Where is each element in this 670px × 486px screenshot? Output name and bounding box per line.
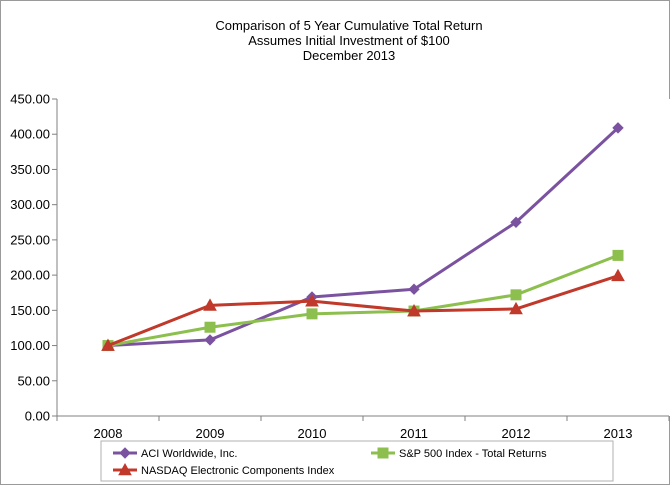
x-tick-label: 2010 (298, 426, 327, 441)
chart-title-line-1: Comparison of 5 Year Cumulative Total Re… (215, 18, 482, 33)
legend-label: ACI Worldwide, Inc. (141, 448, 237, 460)
data-point (204, 321, 216, 333)
x-tick-label: 2013 (604, 426, 633, 441)
y-tick-label: 0.00 (25, 409, 50, 424)
data-point (612, 249, 624, 261)
y-tick-label: 150.00 (10, 303, 50, 318)
data-point (510, 289, 522, 301)
x-tick-label: 2011 (400, 426, 428, 441)
legend: ACI Worldwide, Inc. S&P 500 Index - Total… (100, 440, 614, 482)
series-layer (101, 122, 625, 352)
legend-label: S&P 500 Index - Total Returns (399, 448, 547, 460)
legend-label: NASDAQ Electronic Components Index (141, 465, 335, 477)
data-point (203, 298, 217, 311)
data-point (612, 122, 624, 134)
y-tick-label: 300.00 (10, 197, 50, 212)
y-tick-label: 350.00 (10, 162, 50, 177)
legend-marker (118, 462, 132, 476)
chart-title: Comparison of 5 Year Cumulative Total Re… (215, 18, 482, 63)
x-tick-label: 2009 (196, 426, 225, 441)
data-point (204, 334, 216, 346)
y-tick-label: 400.00 (10, 127, 50, 142)
legend-entry: ACI Worldwide, Inc. (113, 447, 237, 460)
legend-box (100, 440, 614, 482)
plot-area (57, 99, 670, 416)
legend-entry: S&P 500 Index - Total Returns (371, 447, 547, 460)
series-line (107, 274, 619, 347)
data-point (611, 268, 625, 282)
y-tick-label: 50.00 (17, 373, 50, 388)
legend-entry: NASDAQ Electronic Components Index (113, 462, 335, 477)
data-point (306, 308, 318, 320)
x-tick-label: 2008 (94, 426, 123, 441)
x-tick-label: 2012 (502, 426, 531, 441)
series-line (107, 253, 619, 348)
chart-title-line-3: December 2013 (303, 48, 396, 63)
data-point (305, 294, 319, 307)
data-point (407, 304, 421, 317)
y-tick-label: 200.00 (10, 268, 50, 283)
data-point (101, 338, 115, 351)
legend-marker (377, 447, 389, 459)
data-point (408, 283, 420, 295)
legend-marker (119, 447, 131, 459)
data-point (509, 301, 523, 315)
chart-title-line-2: Assumes Initial Investment of $100 (248, 33, 450, 48)
axes: 0.00 50.00 100.00 150.00 200.00 250.00 300.00 3… (10, 92, 670, 441)
y-tick-label: 450.00 (10, 92, 50, 107)
data-point (510, 216, 522, 228)
series-line (107, 126, 620, 348)
y-tick-label: 100.00 (10, 338, 50, 353)
y-tick-label: 250.00 (10, 232, 50, 247)
series-nasdaq-electronic-components-index (101, 268, 625, 351)
